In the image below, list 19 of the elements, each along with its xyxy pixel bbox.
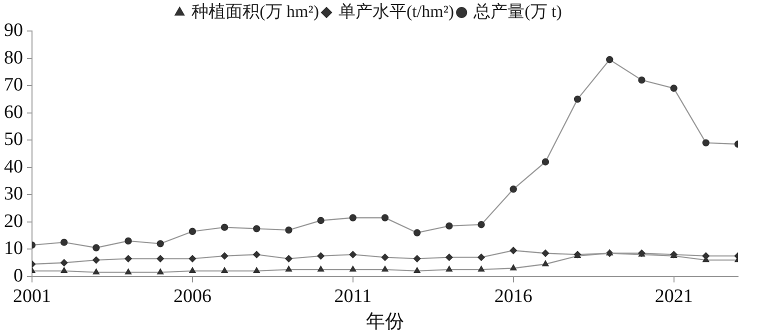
x-tick-label: 2001 <box>13 286 51 307</box>
x-axis-title: 年份 <box>366 312 404 333</box>
y-tick-label: 70 <box>4 74 23 96</box>
y-tick-label: 20 <box>4 210 23 232</box>
y-tick-label: 80 <box>4 47 23 68</box>
x-tick-label: 2021 <box>654 286 693 307</box>
y-tick-label: 90 <box>4 20 23 41</box>
y-tick-label: 50 <box>4 129 23 150</box>
y-tick-label: 0 <box>14 265 23 286</box>
y-tick-label: 40 <box>4 156 23 178</box>
legend-label: 单产水平(t/hm²) <box>338 2 454 21</box>
legend-label: 总产量(万 t) <box>472 2 562 21</box>
y-tick-label: 10 <box>4 238 23 260</box>
legend-label: 种植面积(万 hm²) <box>192 2 320 21</box>
x-tick-label: 2011 <box>334 286 372 307</box>
x-tick-label: 2006 <box>173 286 212 307</box>
y-tick-label: 60 <box>4 102 23 123</box>
x-tick-label: 2016 <box>494 286 532 307</box>
y-tick-label: 30 <box>4 184 23 205</box>
